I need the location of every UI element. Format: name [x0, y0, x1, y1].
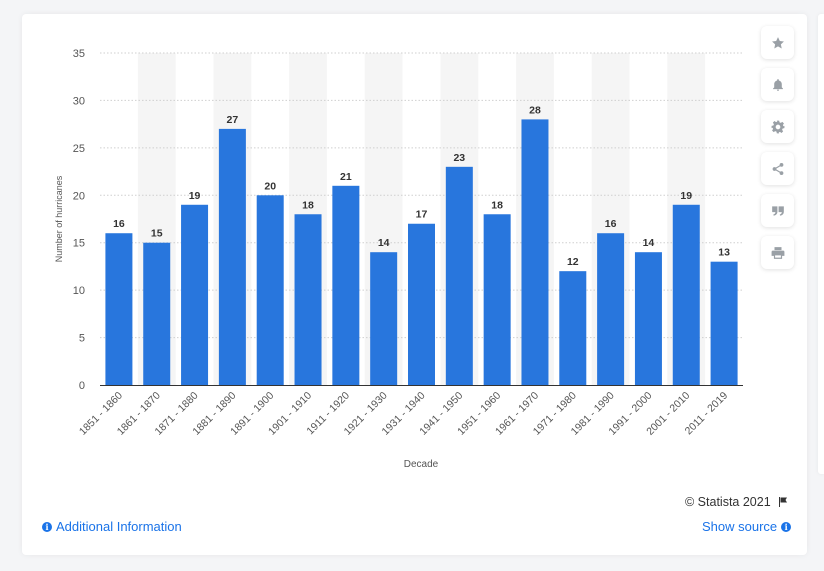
- y-axis-ticks: 0 5 10 15 20 25 30 35: [73, 48, 85, 392]
- bar[interactable]: [408, 223, 435, 385]
- data-label: 18: [491, 199, 503, 211]
- bar[interactable]: [559, 271, 587, 385]
- y-axis-label: Number of hurricanes: [54, 175, 64, 262]
- y-tick-label: 30: [73, 95, 85, 107]
- data-label: 12: [567, 256, 579, 268]
- y-tick-label: 0: [79, 380, 85, 392]
- bar[interactable]: [597, 233, 625, 385]
- data-label: 23: [453, 152, 465, 164]
- data-label: 15: [151, 228, 163, 240]
- additional-information-label: Additional Information: [56, 519, 182, 534]
- bar[interactable]: [143, 242, 171, 385]
- data-label: 18: [302, 199, 314, 211]
- copyright: © Statista 2021: [685, 495, 789, 509]
- data-label: 19: [189, 190, 201, 202]
- bar[interactable]: [218, 128, 246, 385]
- y-tick-label: 25: [73, 143, 85, 155]
- print-icon: [771, 246, 784, 259]
- bar[interactable]: [521, 119, 549, 386]
- data-label: 16: [605, 218, 617, 230]
- y-tick-label: 35: [73, 48, 85, 60]
- bar[interactable]: [181, 204, 209, 385]
- notification-button[interactable]: [761, 68, 794, 101]
- info-icon: i: [781, 521, 792, 532]
- bar[interactable]: [294, 214, 322, 385]
- data-labels: 16 15 19 27 20 18 21 14 17 23 18 28 12 16 14 19 13: [113, 104, 730, 268]
- bar[interactable]: [256, 195, 284, 385]
- side-panel-edge: [818, 14, 824, 474]
- data-label: 13: [718, 247, 730, 259]
- data-label: 17: [416, 209, 428, 221]
- data-label: 28: [529, 104, 541, 116]
- data-label: 19: [680, 190, 692, 202]
- bar[interactable]: [370, 252, 398, 385]
- show-source-label: Show source: [702, 519, 778, 534]
- bar[interactable]: [332, 185, 360, 385]
- copyright-text: © Statista 2021: [685, 495, 771, 509]
- share-icon: [772, 162, 783, 175]
- bar[interactable]: [445, 166, 473, 385]
- bars: [105, 119, 738, 386]
- flag-icon: [778, 497, 787, 507]
- bar[interactable]: [105, 233, 133, 385]
- quote-icon: [771, 205, 784, 216]
- data-label: 16: [113, 218, 125, 230]
- show-source-link[interactable]: Show source i: [702, 519, 792, 534]
- y-tick-label: 10: [73, 285, 85, 297]
- data-label: 20: [264, 180, 276, 192]
- bar[interactable]: [634, 252, 662, 385]
- data-label: 21: [340, 171, 352, 183]
- y-tick-label: 15: [73, 238, 85, 250]
- data-label: 14: [643, 237, 655, 249]
- additional-information-link[interactable]: i Additional Information: [42, 519, 182, 534]
- share-button[interactable]: [761, 152, 794, 185]
- bar[interactable]: [710, 261, 738, 385]
- favorite-button[interactable]: [761, 26, 794, 59]
- x-axis-label: Decade: [404, 459, 439, 470]
- cite-button[interactable]: [761, 194, 794, 227]
- bar[interactable]: [483, 214, 511, 385]
- data-label: 27: [227, 114, 239, 126]
- print-button[interactable]: [761, 236, 794, 269]
- bell-icon: [772, 78, 783, 91]
- y-tick-label: 5: [79, 333, 85, 345]
- y-tick-label: 20: [73, 190, 85, 202]
- gear-icon: [771, 120, 784, 133]
- star-icon: [771, 36, 784, 48]
- info-icon: i: [42, 521, 52, 532]
- data-label: 14: [378, 237, 390, 249]
- settings-button[interactable]: [761, 110, 794, 143]
- bar[interactable]: [672, 204, 700, 385]
